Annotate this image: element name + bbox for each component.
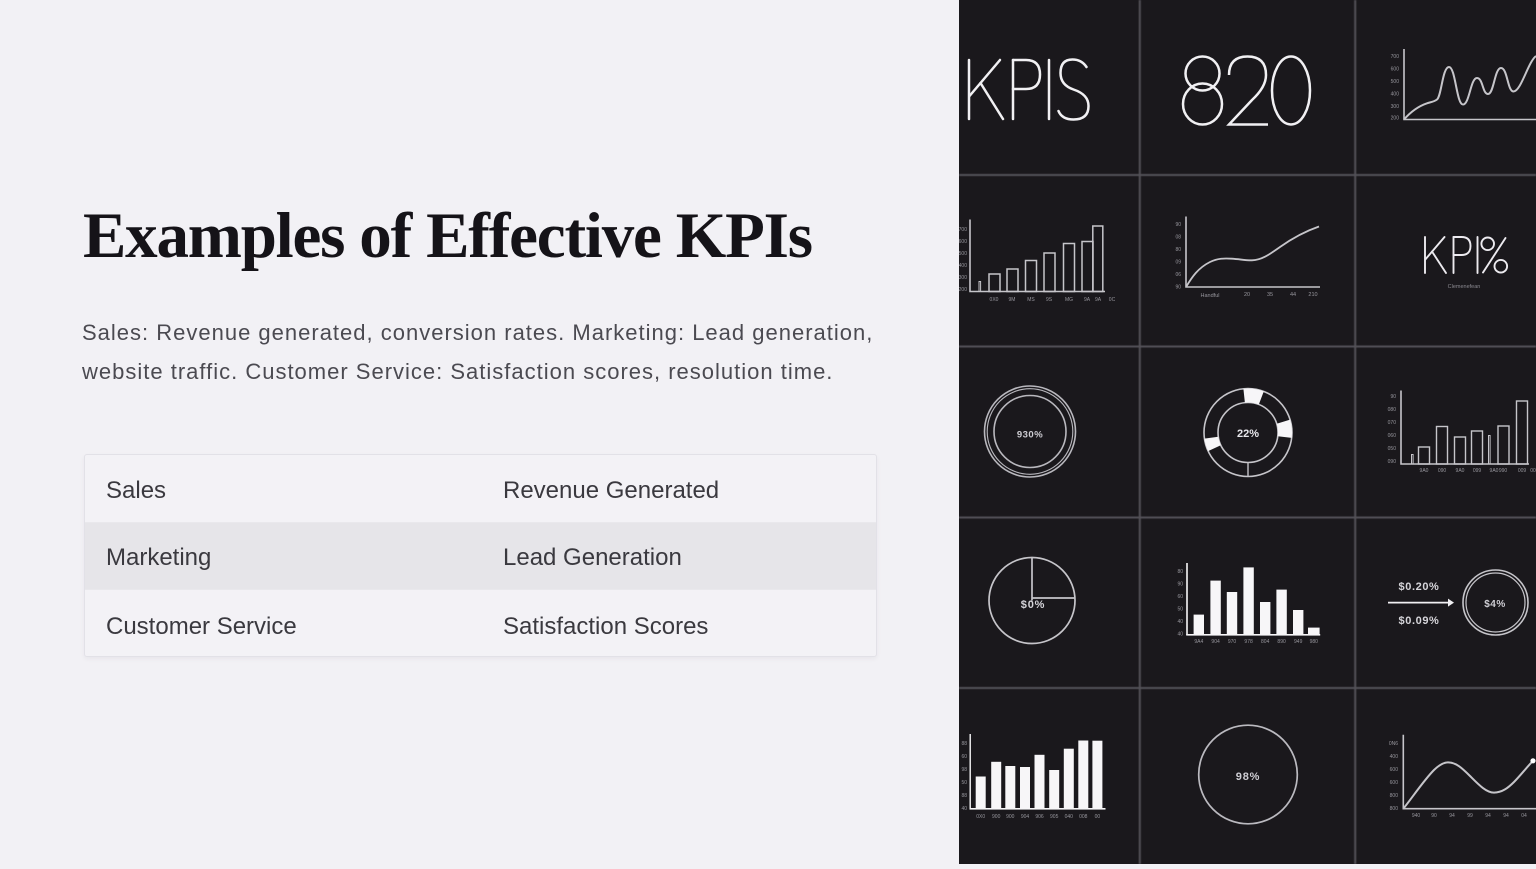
svg-text:090: 090 <box>1438 468 1447 474</box>
svg-text:98%: 98% <box>1236 771 1260 783</box>
svg-text:050: 050 <box>1388 446 1397 452</box>
svg-text:98: 98 <box>961 767 967 773</box>
svg-text:04: 04 <box>1521 813 1527 819</box>
svg-text:$0.20%: $0.20% <box>1399 581 1440 593</box>
svg-text:900: 900 <box>992 814 1001 820</box>
svg-text:22%: 22% <box>1237 428 1259 440</box>
svg-text:9S: 9S <box>1046 297 1053 303</box>
svg-text:06: 06 <box>1175 272 1181 278</box>
svg-text:20: 20 <box>1244 292 1250 298</box>
svg-text:94: 94 <box>1485 813 1491 819</box>
svg-text:MS: MS <box>1027 297 1035 303</box>
svg-text:90: 90 <box>1431 813 1437 819</box>
svg-text:0X0: 0X0 <box>990 297 999 303</box>
svg-text:099: 099 <box>1473 468 1482 474</box>
svg-text:500: 500 <box>1391 79 1400 85</box>
svg-text:MG: MG <box>1065 297 1073 303</box>
svg-text:080: 080 <box>1388 407 1397 413</box>
svg-text:949: 949 <box>1294 639 1303 645</box>
svg-text:09: 09 <box>1175 260 1181 266</box>
svg-text:9A0: 9A0 <box>1456 468 1465 474</box>
svg-text:0C: 0C <box>1109 297 1116 303</box>
svg-text:060: 060 <box>1388 433 1397 439</box>
svg-text:904: 904 <box>1021 814 1030 820</box>
svg-text:400: 400 <box>1391 92 1400 98</box>
svg-text:804: 804 <box>1261 639 1270 645</box>
svg-text:009: 009 <box>1518 468 1527 474</box>
svg-text:300: 300 <box>959 275 967 281</box>
svg-text:210: 210 <box>1308 292 1317 298</box>
svg-text:900: 900 <box>1006 814 1015 820</box>
svg-text:9A0: 9A0 <box>1490 468 1499 474</box>
svg-text:00: 00 <box>1530 468 1536 474</box>
svg-text:9M: 9M <box>1009 297 1016 303</box>
svg-text:35: 35 <box>1267 292 1273 298</box>
svg-text:040: 040 <box>1065 814 1074 820</box>
svg-text:600: 600 <box>1390 767 1399 773</box>
svg-text:90: 90 <box>1177 582 1183 588</box>
svg-text:Handful: Handful <box>1201 293 1220 299</box>
svg-text:905: 905 <box>1050 814 1059 820</box>
svg-text:0N6: 0N6 <box>1389 741 1398 747</box>
svg-text:60: 60 <box>961 754 967 760</box>
svg-text:980: 980 <box>1310 639 1319 645</box>
svg-text:44: 44 <box>1290 292 1296 298</box>
svg-text:88: 88 <box>961 793 967 799</box>
svg-text:700: 700 <box>1391 54 1400 60</box>
svg-text:906: 906 <box>1035 814 1044 820</box>
svg-text:930%: 930% <box>1017 430 1043 441</box>
svg-text:400: 400 <box>959 263 967 269</box>
svg-text:700: 700 <box>959 227 967 233</box>
svg-text:60: 60 <box>1177 594 1183 600</box>
svg-text:90: 90 <box>1175 222 1181 228</box>
svg-text:08: 08 <box>1175 235 1181 241</box>
svg-text:9A0: 9A0 <box>1420 468 1429 474</box>
svg-text:40: 40 <box>1177 632 1183 638</box>
svg-text:40: 40 <box>1177 619 1183 625</box>
svg-text:800: 800 <box>1390 793 1399 799</box>
svg-text:070: 070 <box>1388 420 1397 426</box>
svg-text:Clemenefean: Clemenefean <box>1448 284 1481 290</box>
svg-text:300: 300 <box>1391 104 1400 110</box>
svg-text:500: 500 <box>959 251 967 257</box>
svg-text:50: 50 <box>1177 607 1183 613</box>
svg-text:9A: 9A <box>1084 297 1091 303</box>
svg-text:80: 80 <box>1175 247 1181 253</box>
svg-text:978: 978 <box>1244 639 1253 645</box>
svg-text:990: 990 <box>1499 468 1508 474</box>
svg-text:$4%: $4% <box>1484 599 1506 610</box>
svg-text:50: 50 <box>961 780 967 786</box>
svg-text:$0.09%: $0.09% <box>1399 615 1440 627</box>
svg-text:600: 600 <box>1391 67 1400 73</box>
svg-text:9A4: 9A4 <box>1194 639 1203 645</box>
svg-text:600: 600 <box>959 239 967 245</box>
svg-text:600: 600 <box>1390 780 1399 786</box>
svg-text:00: 00 <box>1095 814 1101 820</box>
svg-text:99: 99 <box>1467 813 1473 819</box>
svg-text:800: 800 <box>1390 806 1399 812</box>
svg-text:94: 94 <box>1503 813 1509 819</box>
svg-text:90: 90 <box>1175 285 1181 291</box>
svg-text:0X0: 0X0 <box>976 814 985 820</box>
svg-text:88: 88 <box>961 741 967 747</box>
svg-text:$0%: $0% <box>1021 599 1045 611</box>
svg-text:940: 940 <box>1412 813 1421 819</box>
svg-text:008: 008 <box>1079 814 1088 820</box>
svg-text:200: 200 <box>1391 116 1400 122</box>
svg-text:40: 40 <box>961 806 967 812</box>
svg-text:80: 80 <box>1177 569 1183 575</box>
svg-text:904: 904 <box>1211 639 1220 645</box>
svg-text:890: 890 <box>1277 639 1286 645</box>
svg-text:200: 200 <box>959 287 967 293</box>
svg-text:94: 94 <box>1449 813 1455 819</box>
svg-text:970: 970 <box>1228 639 1237 645</box>
svg-text:9A: 9A <box>1095 297 1102 303</box>
svg-text:090: 090 <box>1388 459 1397 465</box>
svg-text:90: 90 <box>1390 394 1396 400</box>
svg-text:400: 400 <box>1390 754 1399 760</box>
